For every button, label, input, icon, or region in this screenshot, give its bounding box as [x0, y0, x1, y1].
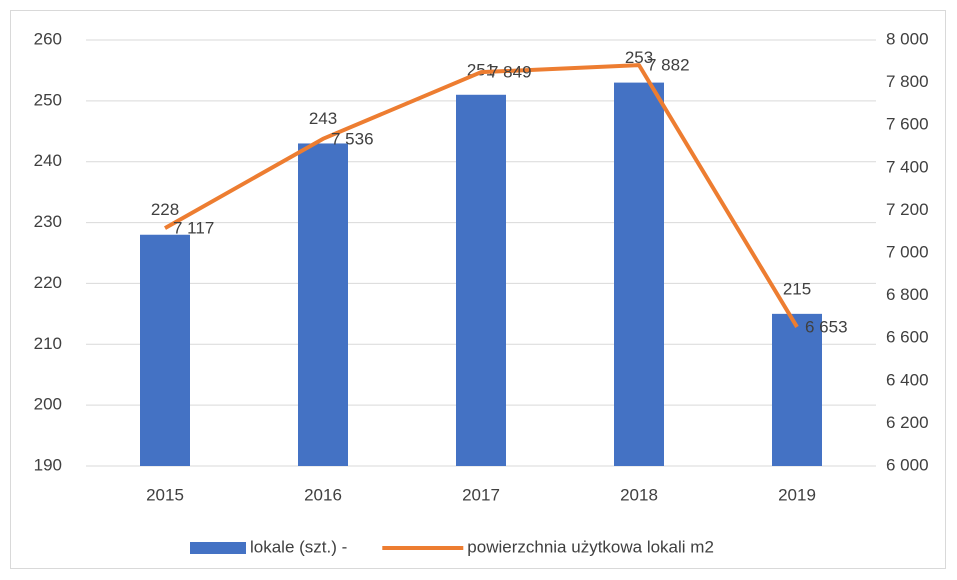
x-tick-label: 2016 — [304, 485, 342, 504]
y-tick-label: 260 — [34, 29, 62, 48]
y2-tick-label: 6 400 — [886, 370, 929, 389]
y-tick-label: 230 — [34, 212, 62, 231]
y-tick-label: 210 — [34, 334, 62, 353]
y-tick-label: 190 — [34, 455, 62, 474]
line — [164, 63, 799, 328]
bar — [772, 313, 822, 466]
line-value-label: 6 653 — [805, 317, 848, 336]
x-tick-label: 2018 — [620, 485, 658, 504]
line-value-label: 7 882 — [647, 56, 690, 75]
y2-tick-label: 6 200 — [886, 413, 929, 432]
line-value-label: 7 849 — [489, 63, 532, 82]
y-tick-label: 250 — [34, 90, 62, 109]
legend-label: lokale (szt.) - — [250, 537, 347, 556]
y2-tick-label: 7 400 — [886, 157, 929, 176]
legend-label: powierzchnia użytkowa lokali m2 — [467, 537, 714, 556]
y2-tick-label: 7 800 — [886, 72, 929, 91]
legend-swatch — [190, 542, 246, 554]
y2-tick-label: 7 000 — [886, 242, 929, 261]
line-value-label: 7 117 — [173, 219, 214, 238]
bar — [614, 82, 664, 466]
y-tick-label: 200 — [34, 395, 62, 414]
x-tick-label: 2019 — [778, 485, 816, 504]
y2-tick-label: 7 200 — [886, 200, 929, 219]
bar-value-label: 215 — [783, 279, 811, 298]
bar-value-label: 253 — [625, 48, 653, 67]
y2-tick-label: 6 800 — [886, 285, 929, 304]
bar — [140, 234, 190, 466]
x-tick-label: 2015 — [146, 485, 184, 504]
bar — [298, 143, 348, 466]
y2-tick-label: 7 600 — [886, 115, 929, 134]
y2-tick-label: 6 000 — [886, 455, 929, 474]
bar-value-label: 243 — [309, 109, 337, 128]
bar-value-label: 228 — [151, 200, 179, 219]
y-tick-label: 240 — [34, 151, 62, 170]
y-tick-label: 220 — [34, 273, 62, 292]
x-tick-label: 2017 — [462, 485, 500, 504]
line-value-label: 7 536 — [331, 129, 374, 148]
y2-tick-label: 6 600 — [886, 328, 929, 347]
y2-tick-label: 8 000 — [886, 29, 929, 48]
bar — [456, 94, 506, 467]
